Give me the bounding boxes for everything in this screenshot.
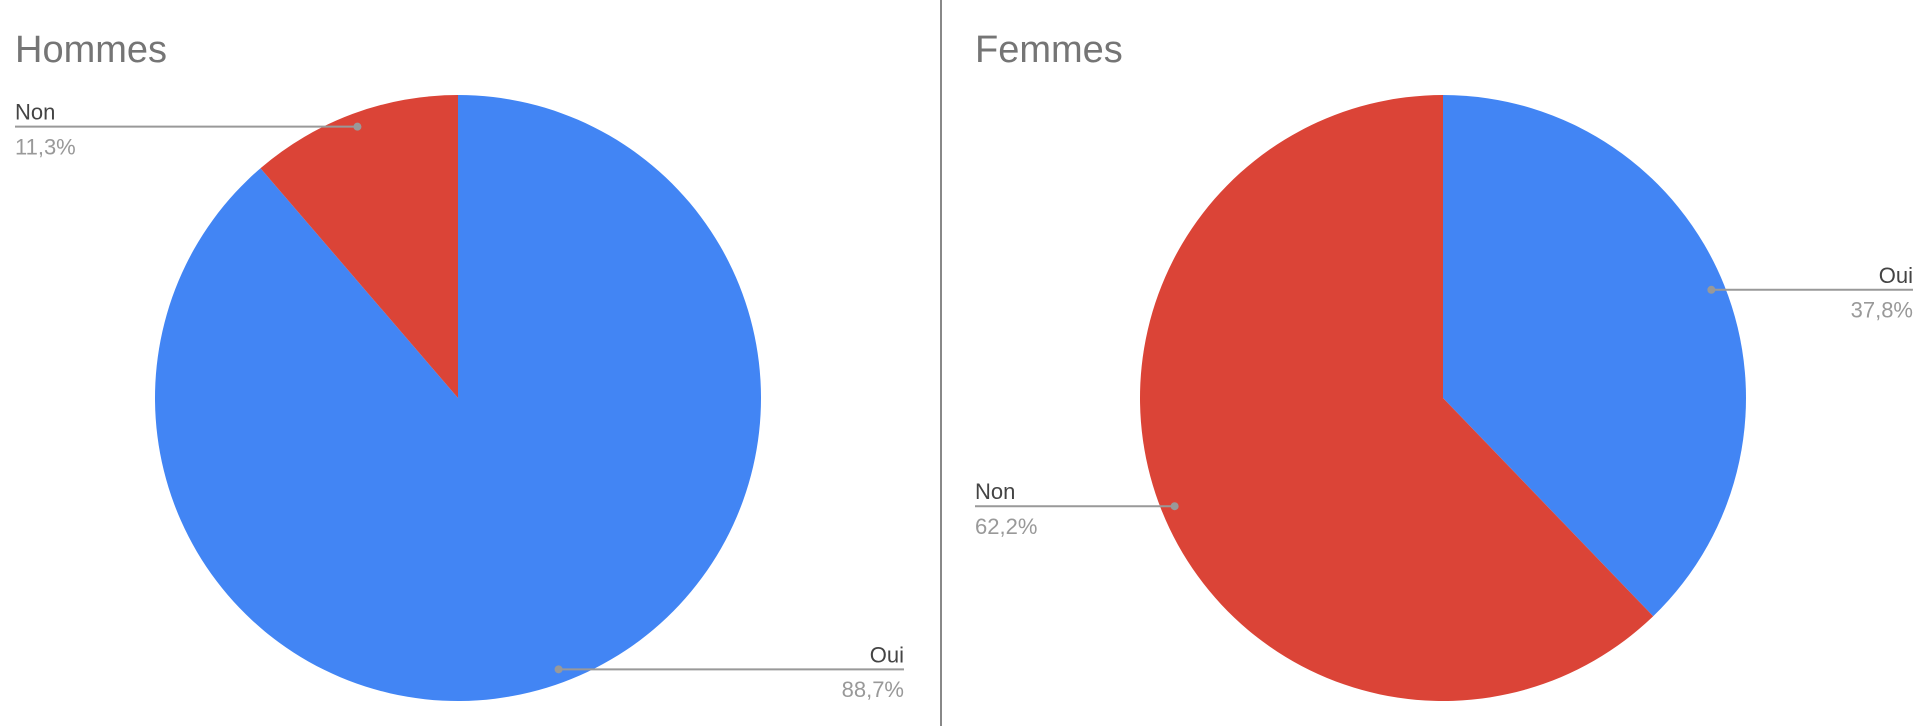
chart-title: Femmes <box>975 29 1123 71</box>
slice-label: Oui <box>1879 263 1913 288</box>
slice-label: Non <box>975 479 1015 504</box>
slice-label: Oui <box>870 642 904 667</box>
leader-dot <box>353 122 362 131</box>
slice-value: 37,8% <box>1851 298 1913 323</box>
slice-value: 88,7% <box>842 677 904 702</box>
chart-title: Hommes <box>15 29 167 71</box>
leader-dot <box>554 665 563 674</box>
leader-dot <box>1170 502 1179 511</box>
leader-dot <box>1707 285 1716 294</box>
slice-label: Non <box>15 100 55 125</box>
pie-slice <box>155 95 761 702</box>
pie-slice <box>260 95 458 398</box>
pie-slice <box>1443 95 1747 617</box>
slice-value: 11,3% <box>15 134 76 159</box>
pie-slice <box>1140 95 1654 701</box>
slice-value: 62,2% <box>975 514 1037 539</box>
